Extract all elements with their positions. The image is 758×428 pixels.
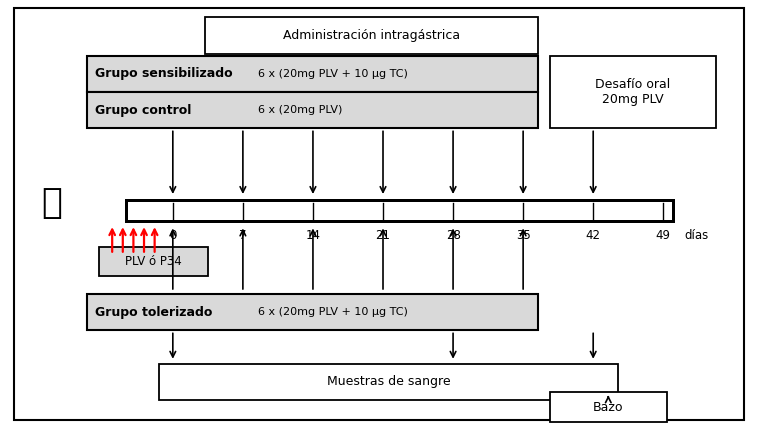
Text: 14: 14 xyxy=(305,229,321,242)
Bar xyxy=(127,202,672,220)
Text: Bazo: Bazo xyxy=(593,401,624,413)
Text: Grupo sensibilizado: Grupo sensibilizado xyxy=(95,67,233,80)
Bar xyxy=(550,392,667,422)
Text: 6 x (20mg PLV): 6 x (20mg PLV) xyxy=(258,105,342,115)
Text: 49: 49 xyxy=(656,229,671,242)
Bar xyxy=(159,364,618,400)
Bar xyxy=(87,56,538,92)
Text: 21: 21 xyxy=(375,229,390,242)
Bar xyxy=(125,199,675,223)
Bar xyxy=(550,56,716,128)
Text: 6 x (20mg PLV + 10 µg TC): 6 x (20mg PLV + 10 µg TC) xyxy=(258,307,408,317)
Bar xyxy=(87,294,538,330)
Text: días: días xyxy=(684,229,709,242)
Text: 7: 7 xyxy=(239,229,246,242)
Bar xyxy=(87,92,538,128)
Text: Grupo tolerizado: Grupo tolerizado xyxy=(95,306,212,319)
Text: Desafío oral
20mg PLV: Desafío oral 20mg PLV xyxy=(595,78,671,106)
Text: PLV ó P34: PLV ó P34 xyxy=(125,255,182,268)
Text: Muestras de sangre: Muestras de sangre xyxy=(327,375,450,389)
Text: 0: 0 xyxy=(169,229,177,242)
Text: 28: 28 xyxy=(446,229,461,242)
Text: Grupo control: Grupo control xyxy=(95,104,191,117)
Bar xyxy=(99,247,208,276)
Text: 42: 42 xyxy=(586,229,600,242)
Text: 35: 35 xyxy=(515,229,531,242)
Text: 6 x (20mg PLV + 10 µg TC): 6 x (20mg PLV + 10 µg TC) xyxy=(258,69,408,79)
Text: Administración intragástrica: Administración intragástrica xyxy=(283,29,460,42)
Bar xyxy=(205,17,538,54)
Text: 🐁: 🐁 xyxy=(41,186,62,220)
